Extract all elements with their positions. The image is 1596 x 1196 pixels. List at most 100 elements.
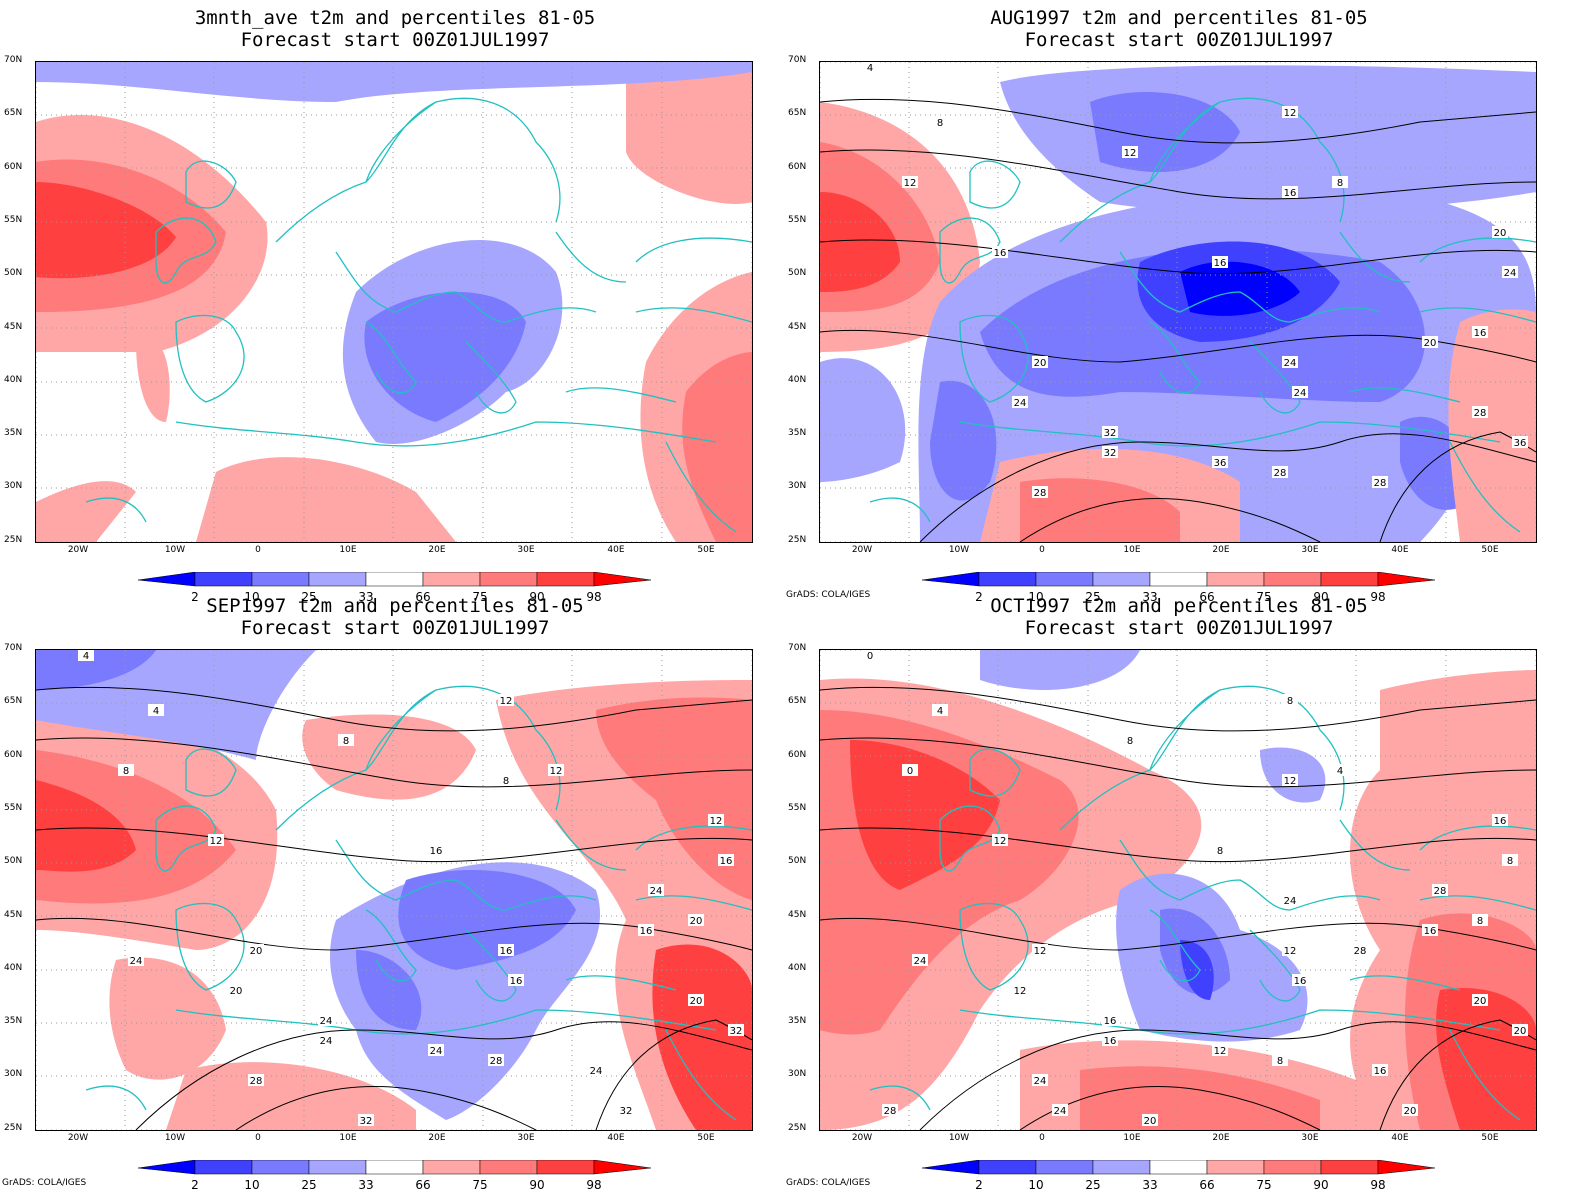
coastline <box>959 314 1029 403</box>
coastline <box>1149 909 1201 982</box>
contour-label: 12 <box>1012 984 1028 997</box>
contour-label: 4 <box>78 650 94 662</box>
coastline <box>1149 689 1221 771</box>
lat-tick-label: 55N <box>788 214 807 225</box>
colorbar-swatch <box>479 572 538 587</box>
colorbar-swatch <box>479 1160 538 1175</box>
lat-tick-label: 45N <box>788 909 807 920</box>
temperature-contour <box>820 737 1536 788</box>
contour-label: 16 <box>1102 1014 1118 1027</box>
lat-tick-label: 70N <box>788 55 807 65</box>
colorbar-swatch <box>1377 1160 1436 1175</box>
lon-tick-label: 40E <box>1391 545 1409 555</box>
colorbar-swatch <box>1092 572 1151 587</box>
lon-tick-label: 40E <box>1391 1133 1409 1143</box>
contour-label: 36 <box>1212 456 1228 469</box>
colorbar-label: 90 <box>529 1178 545 1192</box>
svg-text:8: 8 <box>343 736 349 747</box>
svg-text:24: 24 <box>430 1046 443 1057</box>
contour-label: 20 <box>688 994 704 1007</box>
percentile-shading <box>626 72 752 204</box>
contour-label: 20 <box>248 944 264 957</box>
temperature-contour <box>820 239 1536 275</box>
contour-label: 24 <box>588 1064 604 1077</box>
colorbar-swatch <box>194 572 253 587</box>
contour-label: 0 <box>862 650 878 662</box>
coastline <box>1249 929 1301 1002</box>
lat-tick-label: 70N <box>788 643 807 653</box>
colorbar-swatch <box>1092 1160 1151 1175</box>
percentile-shading <box>109 957 226 1080</box>
svg-text:20: 20 <box>1514 1026 1527 1037</box>
svg-text:24: 24 <box>590 1066 603 1077</box>
percentile-shading <box>302 714 476 800</box>
svg-text:24: 24 <box>650 886 663 897</box>
contour-label: 8 <box>498 774 514 787</box>
contour-label: 20 <box>1032 356 1048 369</box>
temperature-contour <box>135 1021 752 1130</box>
coastline <box>155 217 217 284</box>
svg-text:8: 8 <box>1287 696 1293 707</box>
contour-label: 24 <box>318 1034 334 1047</box>
lat-tick-label: 40N <box>788 374 807 385</box>
coastline <box>175 421 717 447</box>
percentile-shading <box>36 650 156 690</box>
lon-tick-label: 20E <box>1212 545 1230 555</box>
svg-text:16: 16 <box>1474 328 1487 339</box>
contour-label: 16 <box>508 974 524 987</box>
svg-text:20: 20 <box>1494 228 1507 239</box>
svg-text:4: 4 <box>1337 766 1343 777</box>
panel-subtitle: Forecast start 00Z01JUL1997 <box>1024 617 1334 639</box>
colorbar-swatch <box>1206 572 1265 587</box>
svg-text:16: 16 <box>1424 926 1437 937</box>
percentile-shading <box>36 481 136 542</box>
svg-text:12: 12 <box>1214 1046 1227 1057</box>
colorbar-swatch <box>922 1160 980 1175</box>
contour-label: 16 <box>1472 326 1488 339</box>
colorbar-swatch <box>365 572 424 587</box>
colorbar-label: 75 <box>1256 1178 1272 1192</box>
contour-label: 32 <box>728 1024 744 1037</box>
contour-label: 4 <box>932 704 948 717</box>
lat-tick-label: 30N <box>4 481 23 492</box>
svg-text:32: 32 <box>1104 448 1117 459</box>
svg-text:8: 8 <box>123 766 129 777</box>
contour-label: 28 <box>248 1074 264 1087</box>
coastline <box>565 387 677 403</box>
lat-tick-label: 35N <box>788 1016 807 1027</box>
lon-tick-label: 0 <box>1039 1133 1045 1143</box>
lon-tick-label: 20W <box>67 545 89 555</box>
coastline <box>465 341 517 414</box>
contour-label: 20 <box>1402 1104 1418 1117</box>
coastline <box>555 231 627 283</box>
svg-text:4: 4 <box>937 706 943 717</box>
panel-title: AUG1997 t2m and percentiles 81-05 <box>990 7 1368 29</box>
contour-label: 32 <box>358 1114 374 1127</box>
lon-tick-label: 10E <box>1123 1133 1141 1143</box>
contour-label: 16 <box>718 854 734 867</box>
lat-tick-label: 50N <box>788 268 807 279</box>
lat-tick-label: 45N <box>4 909 23 920</box>
svg-text:16: 16 <box>500 946 513 957</box>
contour-label: 28 <box>1372 476 1388 489</box>
colorbar-label: 2 <box>975 590 983 604</box>
svg-text:24: 24 <box>914 956 927 967</box>
panel-title: 3mnth_ave t2m and percentiles 81-05 <box>194 7 596 29</box>
colorbar-label: 2 <box>191 590 199 604</box>
coastline <box>275 97 561 243</box>
percentile-shading <box>930 380 997 501</box>
contour-label: 24 <box>1032 1074 1048 1087</box>
contour-label: 16 <box>1422 924 1438 937</box>
svg-text:12: 12 <box>1124 148 1137 159</box>
lat-tick-label: 30N <box>4 1069 23 1080</box>
svg-text:28: 28 <box>250 1076 263 1087</box>
lon-tick-label: 10W <box>948 1133 970 1143</box>
coastline <box>365 909 417 982</box>
coastline <box>1339 231 1411 283</box>
colorbar-swatch <box>251 1160 310 1175</box>
colorbar-label: 98 <box>1370 590 1386 604</box>
coastline <box>365 689 437 771</box>
lat-tick-label: 35N <box>4 1016 23 1027</box>
contour-label: 8 <box>1282 694 1298 707</box>
contour-label: 12 <box>498 694 514 707</box>
